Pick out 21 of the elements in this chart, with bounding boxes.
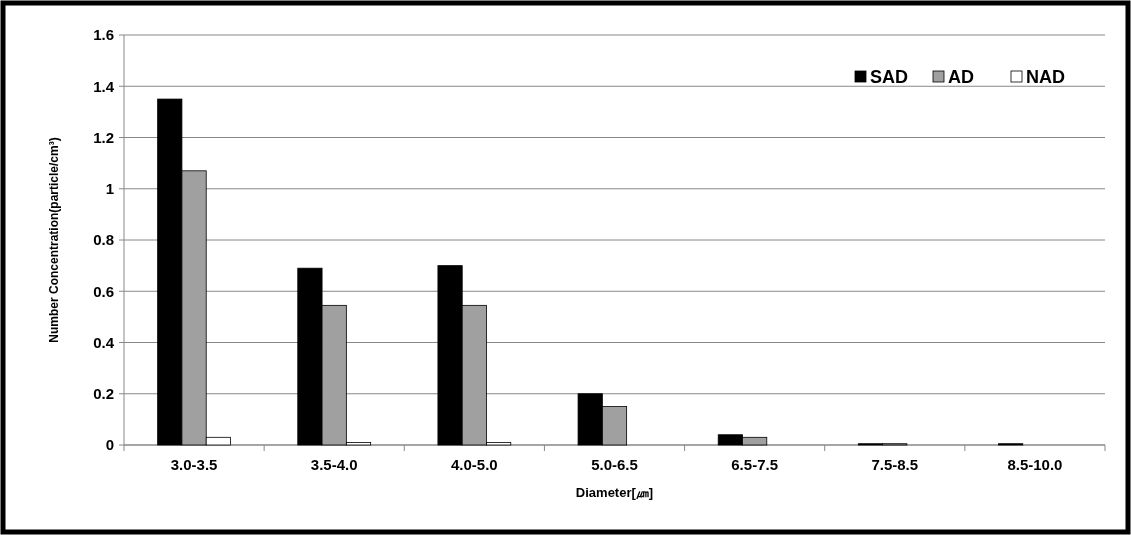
x-tick-label: 8.5-10.0 bbox=[1007, 456, 1063, 473]
legend-label: NAD bbox=[1026, 67, 1065, 88]
y-tick-label: 0.8 bbox=[93, 231, 114, 249]
x-tick-label: 3.5-4.0 bbox=[310, 456, 358, 473]
x-tick-label: 7.5-8.5 bbox=[871, 456, 919, 473]
x-tick-label: 5.0-6.5 bbox=[591, 456, 638, 473]
y-tick-label: 0.4 bbox=[93, 333, 115, 351]
legend-label: AD bbox=[948, 67, 974, 88]
x-tick-label: 6.5-7.5 bbox=[731, 456, 778, 473]
y-tick-label: 1.2 bbox=[93, 128, 114, 146]
y-tick-label: 0 bbox=[105, 436, 114, 454]
y-tick-label: 0.2 bbox=[93, 385, 114, 402]
y-axis-title: Number Concentration(particle/cm³) bbox=[47, 137, 61, 343]
x-tick-label: 4.0-5.0 bbox=[451, 456, 498, 473]
y-tick-label: 1 bbox=[105, 180, 114, 197]
x-axis-title: Diameter[㎛] bbox=[575, 485, 654, 500]
x-tick-label: 3.0-3.5 bbox=[170, 456, 218, 473]
y-tick-label: 1.4 bbox=[93, 77, 115, 95]
y-tick-label: 0.6 bbox=[93, 282, 114, 300]
legend-label: SAD bbox=[870, 67, 909, 88]
y-tick-label: 1.6 bbox=[93, 26, 114, 44]
